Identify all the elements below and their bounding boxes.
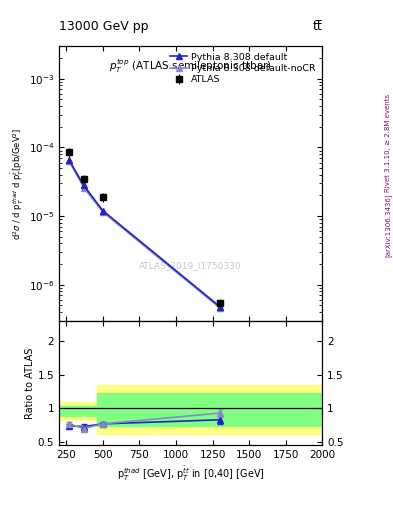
Text: tt̅: tt̅ — [312, 20, 322, 33]
Legend: Pythia 8.308 default, Pythia 8.308 default-noCR, ATLAS: Pythia 8.308 default, Pythia 8.308 defau… — [168, 51, 318, 87]
X-axis label: p$_T^{thad}$ [GeV], p$_T^{\bar{t}t}$ in [0,40] [GeV]: p$_T^{thad}$ [GeV], p$_T^{\bar{t}t}$ in … — [117, 464, 264, 483]
Text: Rivet 3.1.10, ≥ 2.8M events: Rivet 3.1.10, ≥ 2.8M events — [385, 94, 391, 193]
Pythia 8.308 default-noCR — [81, 184, 86, 190]
Y-axis label: d$^2\sigma$ / d p$_T^{thad}$ d p$_T^{\bar{t}}$[pb/GeV$^2$]: d$^2\sigma$ / d p$_T^{thad}$ d p$_T^{\ba… — [9, 127, 26, 240]
Pythia 8.308 default-noCR — [217, 305, 222, 311]
Pythia 8.308 default — [81, 182, 86, 188]
Pythia 8.308 default-noCR — [67, 158, 72, 164]
Line: Pythia 8.308 default-noCR: Pythia 8.308 default-noCR — [66, 158, 223, 311]
Y-axis label: Ratio to ATLAS: Ratio to ATLAS — [25, 347, 35, 419]
Pythia 8.308 default — [217, 304, 222, 310]
Text: [arXiv:1306.3436]: [arXiv:1306.3436] — [384, 194, 391, 257]
Pythia 8.308 default-noCR — [101, 209, 105, 215]
Pythia 8.308 default — [101, 207, 105, 214]
Pythia 8.308 default — [67, 157, 72, 163]
Text: ATLAS_2019_I1750330: ATLAS_2019_I1750330 — [139, 261, 242, 270]
Line: Pythia 8.308 default: Pythia 8.308 default — [66, 157, 223, 310]
Text: $p_T^{top}$ (ATLAS semileptonic ttbar): $p_T^{top}$ (ATLAS semileptonic ttbar) — [109, 57, 272, 75]
Text: 13000 GeV pp: 13000 GeV pp — [59, 20, 149, 33]
